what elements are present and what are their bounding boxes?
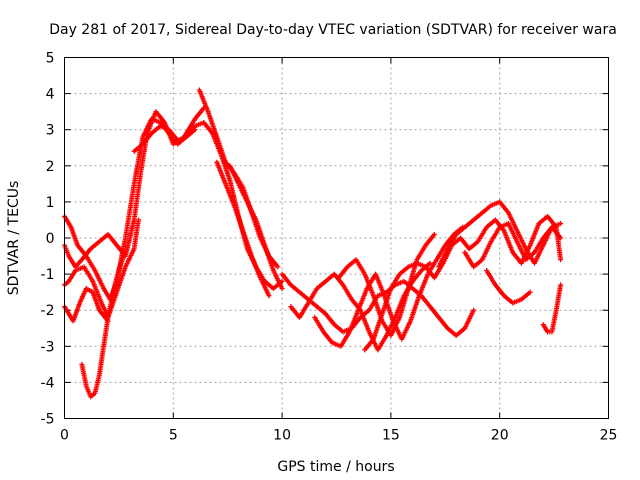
data-point bbox=[558, 235, 564, 241]
series-trace-16 bbox=[462, 221, 564, 270]
y-tick-label: 5 bbox=[46, 51, 55, 67]
series-trace-18 bbox=[540, 282, 564, 335]
x-axis-label: GPS time / hours bbox=[277, 459, 394, 475]
plot-frame bbox=[64, 57, 609, 419]
series-trace-4 bbox=[62, 286, 111, 324]
series-trace-6 bbox=[131, 119, 285, 292]
data-point bbox=[527, 289, 533, 295]
series-trace-8 bbox=[214, 159, 272, 299]
y-tick-label: -5 bbox=[41, 412, 55, 428]
series-trace-17 bbox=[484, 267, 533, 306]
x-tick-label: 0 bbox=[60, 428, 69, 444]
y-tick-label: 1 bbox=[46, 195, 55, 211]
series-trace-10 bbox=[279, 271, 477, 338]
y-tick-label: -1 bbox=[41, 267, 55, 283]
data-point bbox=[122, 249, 128, 255]
y-tick-label: -2 bbox=[41, 303, 55, 319]
x-tick-label: 5 bbox=[169, 428, 178, 444]
data-point bbox=[558, 257, 564, 263]
x-tick-label: 25 bbox=[600, 428, 618, 444]
data-point bbox=[135, 217, 141, 223]
data-point bbox=[427, 260, 433, 266]
data-point bbox=[558, 282, 564, 288]
y-tick-label: 2 bbox=[46, 159, 55, 175]
data-point bbox=[471, 307, 477, 313]
grid bbox=[64, 57, 609, 419]
x-tick-label: 15 bbox=[382, 428, 400, 444]
axis-ticks: 0 5 10 15 20 25 -5 -4 -3 -2 -1 0 1 2 3 4 5 bbox=[41, 51, 618, 444]
y-tick-label: 0 bbox=[46, 231, 55, 247]
x-tick-label: 10 bbox=[273, 428, 291, 444]
data-point bbox=[558, 221, 564, 227]
data-point bbox=[275, 264, 281, 270]
y-tick-label: 4 bbox=[46, 87, 55, 103]
data-point bbox=[279, 286, 285, 292]
data-layer bbox=[62, 87, 564, 400]
y-tick-label: 3 bbox=[46, 123, 55, 139]
data-point bbox=[431, 231, 437, 237]
chart-title: Day 281 of 2017, Sidereal Day-to-day VTE… bbox=[49, 22, 617, 38]
data-point bbox=[266, 293, 272, 299]
series-trace-5 bbox=[79, 249, 128, 400]
y-tick-label: -3 bbox=[41, 339, 55, 355]
x-tick-label: 20 bbox=[491, 428, 509, 444]
series-trace-15 bbox=[436, 199, 564, 270]
y-axis-label: SDTVAR / TECUs bbox=[6, 181, 22, 296]
series-trace-9 bbox=[227, 163, 285, 292]
y-tick-label: -4 bbox=[41, 375, 55, 391]
